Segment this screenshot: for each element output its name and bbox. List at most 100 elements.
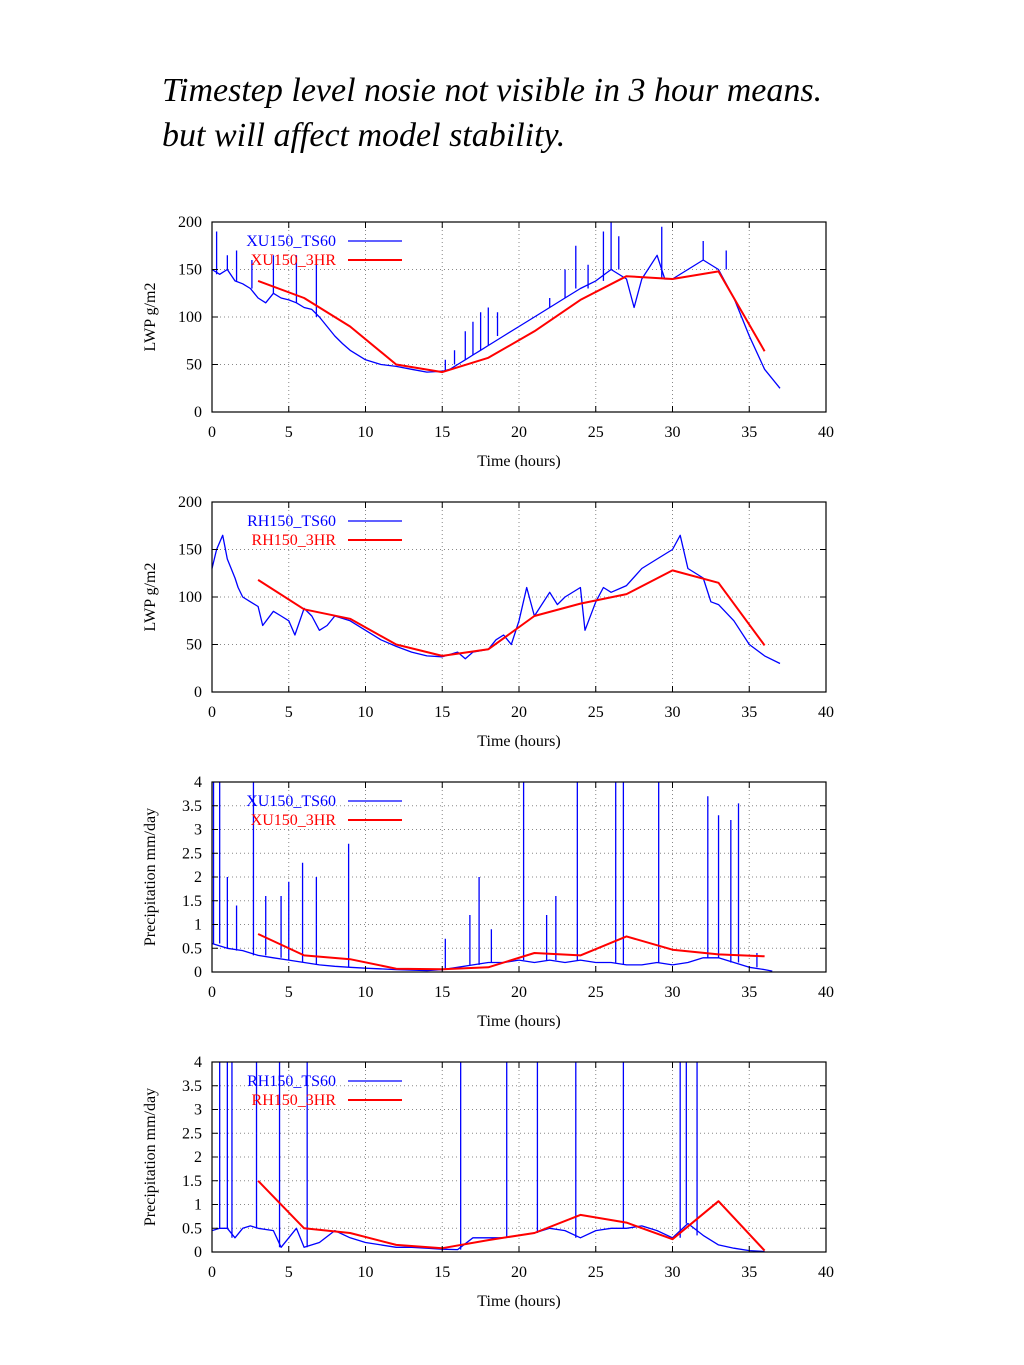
x-tick-label: 25 xyxy=(588,984,604,1001)
slide-title: Timestep level nosie not visible in 3 ho… xyxy=(162,68,982,158)
x-tick-label: 15 xyxy=(434,424,450,441)
y-tick-label: 0 xyxy=(194,964,202,981)
legend-label: RH150_TS60 xyxy=(247,1073,336,1090)
series-line xyxy=(257,933,765,971)
y-tick-label: 0 xyxy=(194,684,202,701)
y-tick-label: 3.5 xyxy=(182,1078,202,1095)
x-tick-label: 10 xyxy=(358,1264,374,1281)
x-tick-label: 40 xyxy=(818,704,834,721)
y-tick-label: 2.5 xyxy=(182,845,202,862)
x-tick-label: 30 xyxy=(665,1264,681,1281)
x-tick-label: 15 xyxy=(434,704,450,721)
legend: XU150_TS60 XU150_3HR xyxy=(246,793,402,829)
y-tick-label: 0 xyxy=(194,404,202,421)
precip-rh150-chart: 0 5 10 15 20 25 30 35 40 0 0.5 1 1.5 2 2.5 3 3.5 4 Time (h… xyxy=(142,1054,834,1310)
y-tick-label: 200 xyxy=(178,214,202,231)
y-tick-label: 1.5 xyxy=(182,1173,202,1190)
y-tick-label: 0 xyxy=(194,1244,202,1261)
x-tick-label: 25 xyxy=(588,704,604,721)
y-tick-label: 2 xyxy=(194,1149,202,1166)
legend: XU150_TS60 XU150_3HR xyxy=(246,233,402,269)
x-tick-label: 35 xyxy=(741,1264,757,1281)
series-line xyxy=(211,1222,765,1253)
series-xu150-3hr xyxy=(257,270,766,374)
series-line xyxy=(211,254,781,389)
legend-label: XU150_TS60 xyxy=(246,233,336,250)
y-tick-label: 1.5 xyxy=(182,893,202,910)
x-tick-label: 25 xyxy=(588,424,604,441)
x-tick-label: 0 xyxy=(208,1264,216,1281)
y-axis-label: LWP g/m2 xyxy=(142,563,159,632)
precip-xu150-chart: 0 5 10 15 20 25 30 35 40 0 0.5 1 1.5 2 2.5 3 3.5 4 Time (h… xyxy=(142,774,834,1030)
x-tick-label: 10 xyxy=(358,424,374,441)
x-tick-label: 0 xyxy=(208,984,216,1001)
y-tick-label: 50 xyxy=(186,637,202,654)
y-tick-label: 1 xyxy=(194,917,202,934)
x-axis-label: Time (hours) xyxy=(477,1293,560,1310)
x-tick-label: 30 xyxy=(665,424,681,441)
series-line xyxy=(211,942,773,972)
series-rh150-3hr xyxy=(257,569,766,657)
x-axis-label: Time (hours) xyxy=(477,1013,560,1030)
series-line xyxy=(257,569,766,657)
legend-label: XU150_3HR xyxy=(251,812,337,829)
series-rh150-3hr xyxy=(257,1180,766,1252)
x-tick-label: 25 xyxy=(588,1264,604,1281)
y-tick-label: 50 xyxy=(186,357,202,374)
x-tick-label: 20 xyxy=(511,1264,527,1281)
y-tick-label: 150 xyxy=(178,542,202,559)
y-tick-label: 100 xyxy=(178,309,202,326)
x-tick-label: 40 xyxy=(818,424,834,441)
y-axis-label: Precipitation mm/day xyxy=(142,808,159,946)
legend: RH150_TS60 RH150_3HR xyxy=(247,1073,402,1109)
legend-label: RH150_3HR xyxy=(252,532,337,549)
x-tick-label: 30 xyxy=(665,984,681,1001)
y-tick-label: 3.5 xyxy=(182,798,202,815)
series-line xyxy=(257,270,766,374)
series-xu150-3hr xyxy=(257,933,765,971)
slide-title-line-1: Timestep level nosie not visible in 3 ho… xyxy=(162,72,823,109)
x-tick-label: 5 xyxy=(285,424,293,441)
y-tick-label: 2 xyxy=(194,869,202,886)
y-tick-label: 0.5 xyxy=(182,940,202,957)
series-rh150-ts60 xyxy=(211,1062,765,1253)
y-tick-label: 1 xyxy=(194,1197,202,1214)
y-tick-label: 150 xyxy=(178,262,202,279)
x-tick-label: 0 xyxy=(208,704,216,721)
y-tick-label: 2.5 xyxy=(182,1125,202,1142)
series-xu150-ts60 xyxy=(211,782,773,972)
x-tick-label: 0 xyxy=(208,424,216,441)
x-tick-label: 5 xyxy=(285,704,293,721)
x-tick-label: 40 xyxy=(818,1264,834,1281)
legend: RH150_TS60 RH150_3HR xyxy=(247,513,402,549)
x-tick-label: 5 xyxy=(285,1264,293,1281)
y-tick-label: 3 xyxy=(194,1102,202,1119)
x-tick-label: 35 xyxy=(741,424,757,441)
y-tick-label: 4 xyxy=(194,1054,202,1071)
x-tick-label: 40 xyxy=(818,984,834,1001)
x-tick-label: 15 xyxy=(434,1264,450,1281)
x-axis-label: Time (hours) xyxy=(477,733,560,750)
x-tick-label: 35 xyxy=(741,984,757,1001)
legend-label: XU150_3HR xyxy=(251,252,337,269)
x-tick-label: 5 xyxy=(285,984,293,1001)
x-tick-label: 20 xyxy=(511,984,527,1001)
x-tick-label: 30 xyxy=(665,704,681,721)
x-axis-label: Time (hours) xyxy=(477,453,560,470)
lwp-rh150-chart: 0 5 10 15 20 25 30 35 40 0 50 100 150 200 Time (hours)… xyxy=(142,494,834,750)
series-line xyxy=(257,1180,766,1252)
y-tick-label: 200 xyxy=(178,494,202,511)
x-tick-label: 10 xyxy=(358,984,374,1001)
x-tick-label: 20 xyxy=(511,704,527,721)
legend-label: RH150_3HR xyxy=(252,1092,337,1109)
legend-label: RH150_TS60 xyxy=(247,513,336,530)
legend-label: XU150_TS60 xyxy=(246,793,336,810)
y-tick-label: 0.5 xyxy=(182,1220,202,1237)
x-tick-label: 20 xyxy=(511,424,527,441)
y-tick-label: 4 xyxy=(194,774,202,791)
y-tick-label: 3 xyxy=(194,822,202,839)
x-tick-label: 10 xyxy=(358,704,374,721)
x-tick-label: 35 xyxy=(741,704,757,721)
slide-title-line-2: but will affect model stability. xyxy=(162,117,566,154)
y-tick-label: 100 xyxy=(178,589,202,606)
